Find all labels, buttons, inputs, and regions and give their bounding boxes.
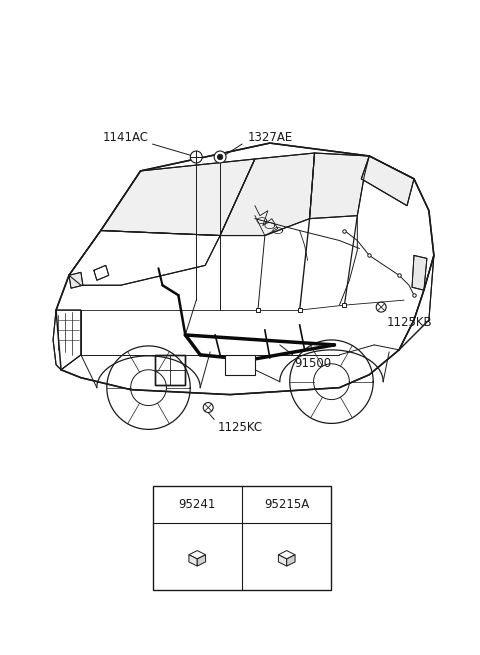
Polygon shape [69,231,220,285]
Polygon shape [278,555,287,566]
Circle shape [376,302,386,312]
Polygon shape [287,555,295,566]
Polygon shape [189,551,205,559]
Polygon shape [399,255,434,350]
Polygon shape [53,310,81,370]
Circle shape [217,155,223,160]
Polygon shape [56,143,434,394]
Polygon shape [189,555,197,566]
Bar [225,355,255,375]
Circle shape [214,151,226,163]
Polygon shape [278,551,295,559]
Polygon shape [156,355,185,384]
Polygon shape [361,156,414,206]
Text: 95215A: 95215A [264,498,309,511]
Text: 91500: 91500 [295,357,332,370]
Polygon shape [220,153,314,236]
Polygon shape [94,265,109,280]
Circle shape [203,403,213,413]
Text: 1125KB: 1125KB [387,316,433,329]
Text: 1125KC: 1125KC [218,421,263,434]
Polygon shape [412,255,427,290]
Text: 1141AC: 1141AC [103,131,148,144]
Text: 1327AE: 1327AE [248,131,293,144]
Polygon shape [69,272,83,288]
Text: 95241: 95241 [179,498,216,511]
Bar [153,486,332,590]
Polygon shape [310,153,369,219]
Polygon shape [197,555,205,566]
Polygon shape [101,159,255,236]
Circle shape [190,151,202,163]
